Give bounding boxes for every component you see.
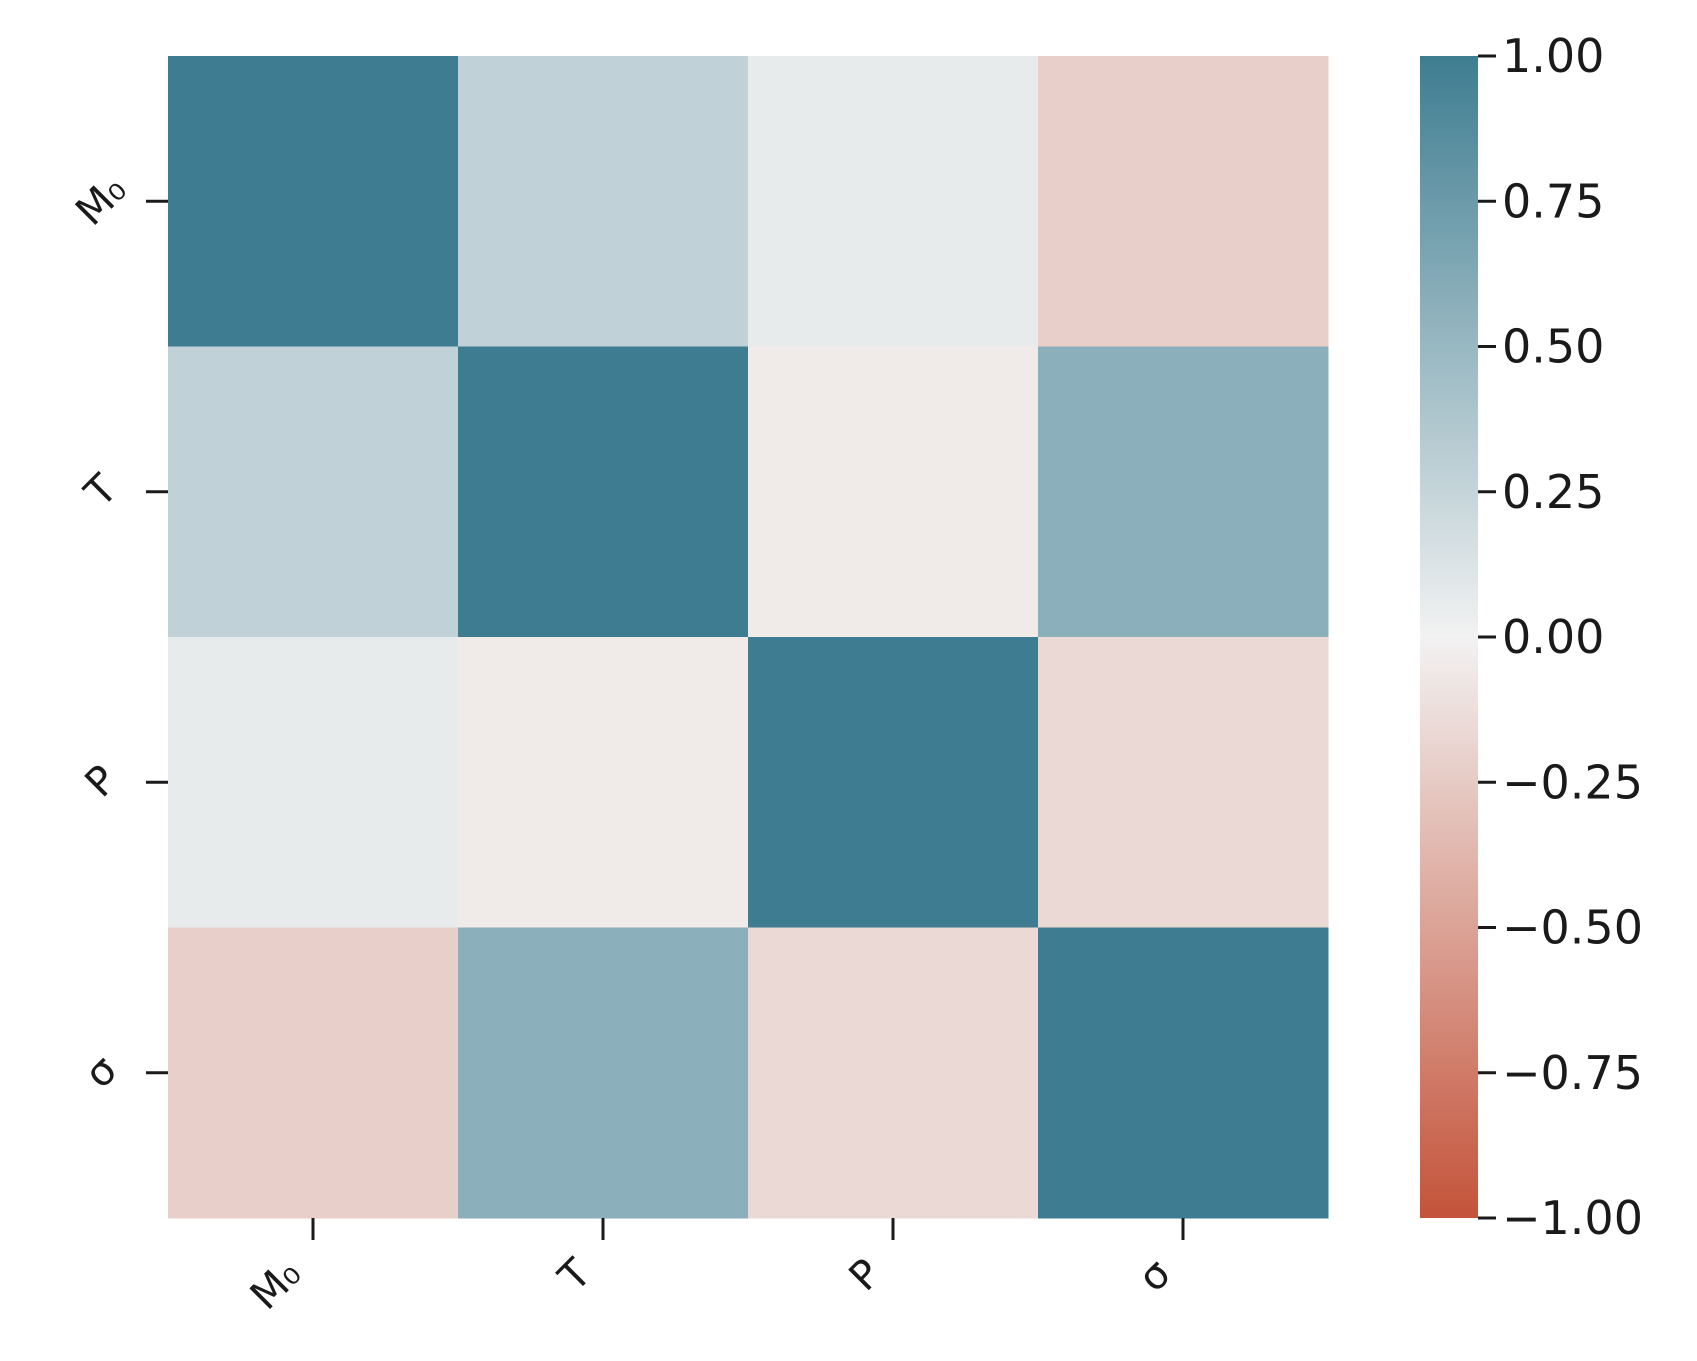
heatmap-cell: [168, 346, 459, 638]
colorbar-tick-label: 0.50: [1502, 320, 1604, 374]
heatmap-cell: [458, 637, 749, 928]
heatmap-cell: [168, 927, 459, 1219]
heatmap-cell: [458, 346, 749, 638]
heatmap-cell: [1038, 927, 1329, 1219]
heatmap-cell: [748, 346, 1039, 638]
heatmap-cell: [748, 637, 1039, 928]
y-axis: M₀ T Pσ: [67, 166, 168, 1097]
colorbar-tick-label: 0.25: [1502, 465, 1604, 519]
y-tick-label: M₀: [67, 166, 135, 234]
heatmap-cell: [1038, 56, 1329, 347]
colorbar-tick-label: −0.75: [1502, 1046, 1643, 1100]
x-tick-label: σ: [1130, 1251, 1180, 1301]
y-tick-label: σ: [76, 1047, 126, 1097]
heatmap-cell: [168, 56, 459, 347]
heatmap-cell: [1038, 637, 1329, 928]
heatmap-cell: [458, 927, 749, 1219]
heatmap-cells: [168, 56, 1329, 1219]
heatmap-cell: [748, 56, 1039, 347]
heatmap-cell: [1038, 346, 1329, 638]
colorbar-ticks: 1.00 0.75 0.50 0.25 0.00 −0.25 −0.50 −0.75 −1.00: [1478, 29, 1643, 1245]
heatmap-cell: [748, 927, 1039, 1219]
colorbar: 1.00 0.75 0.50 0.25 0.00 −0.25 −0.50 −0.75 −1.00: [1420, 29, 1643, 1245]
colorbar-tick-label: 0.00: [1502, 610, 1604, 664]
colorbar-tick-label: −0.25: [1502, 755, 1643, 809]
x-tick-label: M₀: [242, 1251, 310, 1319]
heatmap-cell: [168, 637, 459, 928]
x-tick-label: P: [840, 1251, 890, 1301]
x-tick-label: T: [550, 1250, 601, 1301]
colorbar-tick-label: −0.50: [1502, 901, 1643, 955]
colorbar-tick-label: 1.00: [1502, 29, 1604, 83]
heatmap-cell: [458, 56, 749, 347]
colorbar-gradient: [1420, 56, 1478, 1218]
y-tick-label: P: [76, 757, 126, 807]
y-tick-label: T: [76, 466, 127, 517]
colorbar-tick-label: 0.75: [1502, 174, 1604, 228]
colorbar-tick-label: −1.00: [1502, 1191, 1643, 1245]
